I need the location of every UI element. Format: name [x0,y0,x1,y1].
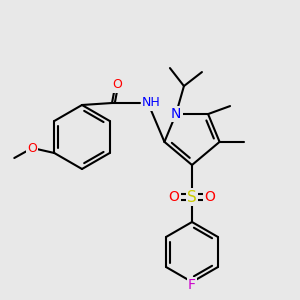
Text: N: N [171,107,181,121]
Text: O: O [205,190,215,204]
Text: O: O [169,190,179,204]
Text: NH: NH [142,97,161,110]
Text: F: F [188,278,196,292]
Text: S: S [187,190,197,205]
Text: O: O [112,79,122,92]
Text: O: O [27,142,37,154]
